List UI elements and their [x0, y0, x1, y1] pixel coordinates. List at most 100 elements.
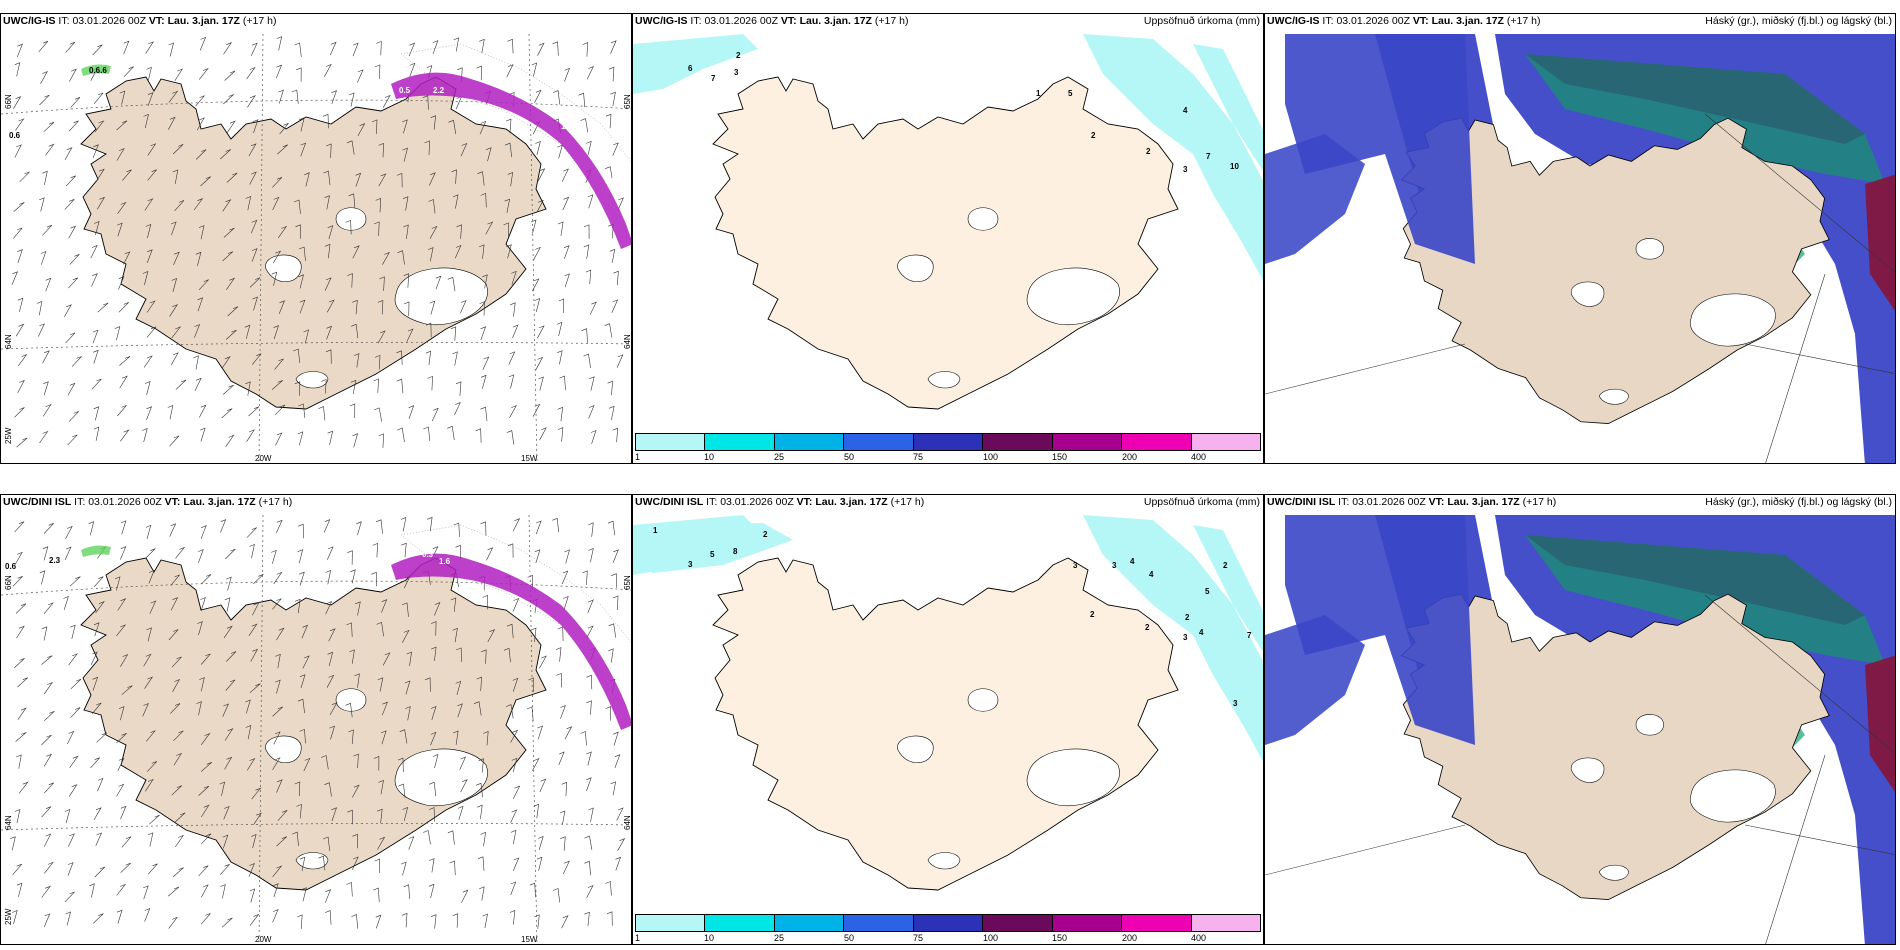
wind-barb — [539, 655, 547, 669]
wind-barb — [18, 781, 29, 794]
wind-barb — [170, 597, 179, 611]
wind-barb — [15, 323, 25, 337]
wind-barb — [483, 731, 489, 746]
wind-barb — [586, 66, 594, 80]
wind-barb — [200, 732, 211, 745]
lat-label-25w: 25W — [4, 427, 13, 444]
wind-barb — [299, 299, 306, 314]
wind-barb — [198, 67, 209, 80]
wind-barb — [170, 221, 177, 236]
wind-barb — [293, 199, 301, 214]
wind-barb — [14, 144, 22, 158]
wind-barb — [486, 547, 494, 561]
wind-barb — [38, 40, 49, 52]
wind-barb — [509, 910, 516, 925]
wind-barb — [119, 356, 131, 366]
wind-barb — [583, 353, 591, 368]
wind-barb — [401, 912, 408, 928]
wind-barb — [64, 808, 71, 824]
wind-barb — [143, 885, 149, 900]
wind-barb — [530, 627, 537, 643]
wind-barb — [41, 806, 52, 818]
wind-barb — [510, 881, 517, 896]
wind-barb — [456, 224, 462, 239]
wind-barb — [563, 595, 569, 610]
wind-barb — [605, 706, 612, 721]
wind-barb — [397, 427, 405, 443]
wind-barb — [70, 97, 81, 108]
wind-barb — [64, 546, 72, 561]
wind-barb — [224, 728, 234, 741]
wind-barb — [201, 804, 210, 818]
glacier — [265, 254, 302, 283]
wind-barb — [300, 142, 307, 157]
wind-barb — [584, 835, 593, 850]
precip-panel-row1: UWC/IG-IS IT: 03.01.2026 00Z VT: Lau. 3.… — [632, 13, 1264, 464]
colorbar-swatch — [983, 434, 1053, 450]
precip-label: 7 — [1206, 152, 1211, 161]
wind-barb — [16, 437, 28, 448]
wind-barb — [454, 244, 462, 259]
wind-barb — [582, 42, 589, 57]
wind-barb — [18, 353, 28, 367]
colorbar-label: 200 — [1122, 452, 1138, 462]
wind-barb — [117, 201, 127, 214]
wind-barb — [382, 701, 388, 716]
wind-barb — [617, 197, 624, 211]
glacier — [897, 254, 934, 283]
wind-barb — [246, 429, 255, 442]
wind-barb — [292, 831, 299, 847]
wind-barb — [345, 219, 352, 235]
wind-barb — [144, 381, 151, 396]
wind-barb — [147, 832, 154, 847]
wind-barb — [168, 116, 176, 130]
panel-header: UWC/IG-IS IT: 03.01.2026 00Z VT: Lau. 3.… — [635, 15, 909, 27]
wind-barbs — [10, 516, 626, 929]
precip-colorbar — [635, 914, 1261, 932]
wind-barb — [504, 198, 511, 213]
low-cloud — [1265, 615, 1365, 745]
wind-barb — [39, 430, 49, 444]
wind-barb — [485, 147, 492, 162]
wind-barb — [590, 429, 597, 444]
wind-barb — [452, 351, 458, 366]
wind-barb — [352, 784, 360, 798]
wind-barb — [116, 147, 125, 161]
wind-barb — [97, 302, 109, 313]
wind-barb — [167, 405, 174, 420]
wind-barb — [146, 66, 152, 82]
wind-barb — [220, 884, 226, 899]
wind-barb — [144, 676, 154, 689]
wind-barb — [564, 273, 570, 288]
wind-barb — [605, 113, 612, 129]
wind-barb — [68, 653, 78, 666]
wind-barb — [480, 326, 487, 341]
precip-label: 8 — [733, 547, 738, 556]
wind-barb — [10, 836, 16, 851]
wind-barb — [253, 574, 264, 585]
wind-barb — [143, 113, 149, 129]
wind-barb — [88, 521, 95, 536]
wind-barb — [116, 883, 127, 896]
wind-barb — [12, 576, 23, 587]
wind-barb — [539, 778, 547, 793]
wind-barb — [426, 516, 433, 532]
wind-barb — [478, 244, 485, 259]
wind-barb — [121, 685, 133, 695]
precip-label: 2 — [1223, 561, 1228, 570]
wind-barb — [460, 142, 468, 157]
wind-barb — [248, 406, 260, 417]
colorbar-swatch — [844, 434, 914, 450]
wind-barb — [376, 40, 382, 56]
iceland-coast — [80, 557, 547, 891]
wind-barb — [381, 599, 388, 613]
wind-barb — [277, 144, 288, 155]
wind-barb — [38, 323, 46, 337]
wind-barb — [352, 433, 359, 448]
wind-barb — [271, 271, 278, 286]
wind-barb — [583, 224, 590, 239]
colorbar-swatch — [1191, 915, 1260, 931]
wind-barb — [325, 889, 332, 903]
iceland-group — [712, 557, 1179, 891]
colorbar-label: 100 — [983, 452, 999, 462]
